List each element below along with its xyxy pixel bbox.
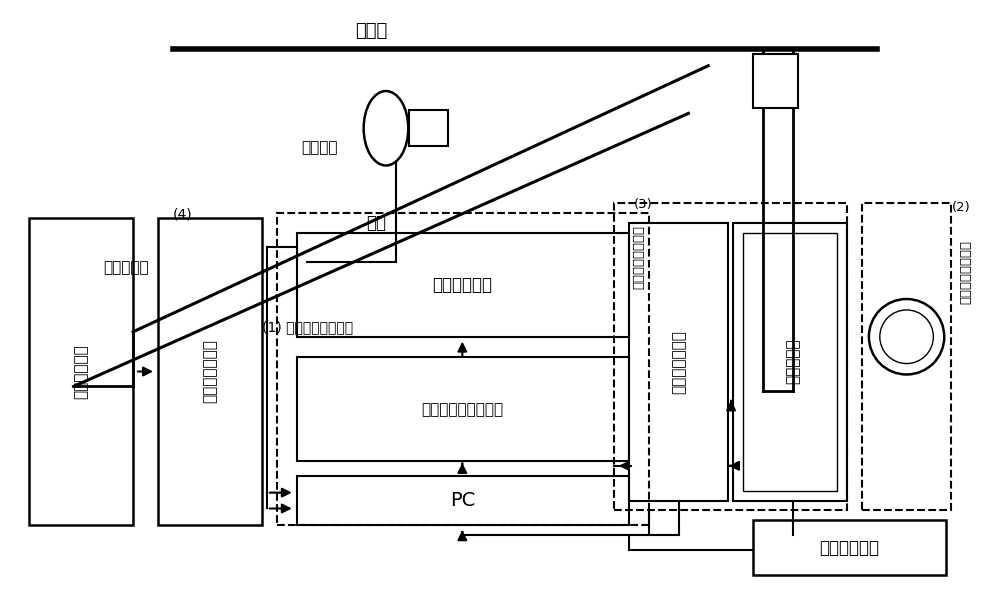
Text: (1) 电弧光谱测量装置: (1) 电弧光谱测量装置 <box>262 320 353 334</box>
Bar <box>409 111 448 146</box>
Text: 物理参数测量装置: 物理参数测量装置 <box>632 225 645 289</box>
Text: (4): (4) <box>173 208 192 222</box>
Text: (2): (2) <box>952 201 971 214</box>
Text: 数据采集卡: 数据采集卡 <box>785 339 800 384</box>
Text: 光纤: 光纤 <box>366 214 386 231</box>
Bar <box>753 521 946 575</box>
Text: 接触网: 接触网 <box>355 22 387 40</box>
Text: 数字延迟发生器: 数字延迟发生器 <box>202 339 217 403</box>
Bar <box>297 476 629 525</box>
Bar <box>753 54 798 108</box>
Text: 车上其他装置: 车上其他装置 <box>819 539 879 557</box>
Bar <box>29 217 133 525</box>
Bar <box>277 213 649 525</box>
Bar <box>743 233 837 490</box>
Ellipse shape <box>364 91 408 165</box>
Text: 电气参数测量装置: 电气参数测量装置 <box>960 240 973 304</box>
Bar <box>614 203 847 510</box>
Text: 直线位移传感器: 直线位移传感器 <box>671 330 686 393</box>
Text: 电弧光谱显示: 电弧光谱显示 <box>432 276 492 294</box>
Bar <box>297 356 629 461</box>
Text: (3): (3) <box>634 198 653 211</box>
Bar <box>158 217 262 525</box>
Bar <box>297 233 629 337</box>
Text: 光谱仪位置调整装置: 光谱仪位置调整装置 <box>421 402 503 417</box>
Text: 受电弓滑板: 受电弓滑板 <box>103 260 149 275</box>
Text: PC: PC <box>450 491 475 510</box>
Text: 弧网电弧: 弧网电弧 <box>302 141 338 156</box>
Bar <box>733 223 847 501</box>
Bar <box>629 223 728 501</box>
Text: 车载直流电源: 车载直流电源 <box>73 344 88 399</box>
Bar <box>862 203 951 510</box>
